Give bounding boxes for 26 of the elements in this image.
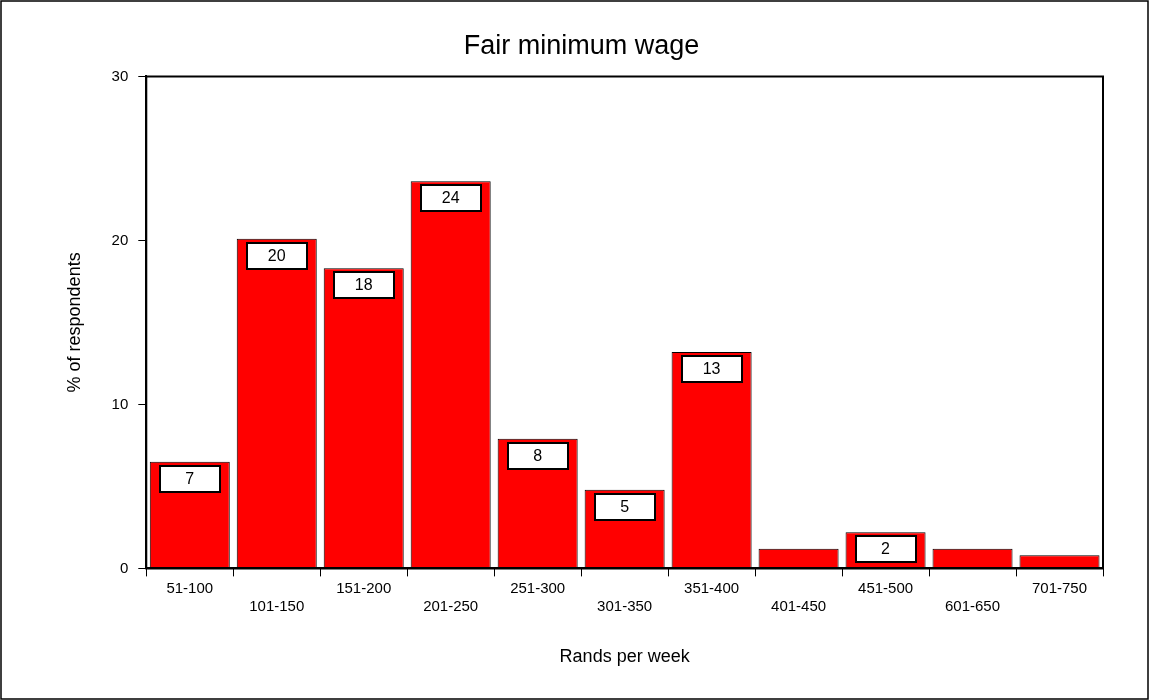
x-tick-label: 701-750 (1031, 578, 1088, 596)
x-tick-label: 401-450 (771, 596, 827, 614)
x-tick-label: 251-300 (510, 578, 566, 596)
y-tick-label: 0 (119, 558, 129, 576)
x-tick-label: 601-650 (945, 596, 1001, 614)
label-box: 5 (593, 492, 656, 521)
y-tick-label: 10 (111, 394, 129, 412)
y-axis-title: % of respondents (63, 252, 84, 393)
label-box: 7 (158, 464, 221, 493)
x-tick-label: 101-150 (249, 596, 305, 614)
y-tick-label: 20 (111, 230, 129, 248)
label-box: 20 (245, 241, 308, 270)
x-tick-label: 51-100 (166, 578, 214, 596)
x-tick-label: 201-250 (423, 596, 479, 614)
label-box: 13 (680, 354, 743, 383)
label-box: 18 (332, 271, 395, 300)
label-box: 2 (854, 535, 917, 564)
chart-title: Fair minimum wage (463, 29, 700, 60)
x-tick-label: 351-400 (684, 578, 740, 596)
x-tick-label: 451-500 (858, 578, 914, 596)
label-box: 24 (419, 184, 482, 213)
x-tick-label: 301-350 (597, 596, 653, 614)
x-axis-title: Rands per week (559, 646, 691, 667)
x-tick-label: 151-200 (336, 578, 392, 596)
label-box: 8 (506, 441, 569, 470)
y-tick-label: 30 (111, 66, 129, 84)
